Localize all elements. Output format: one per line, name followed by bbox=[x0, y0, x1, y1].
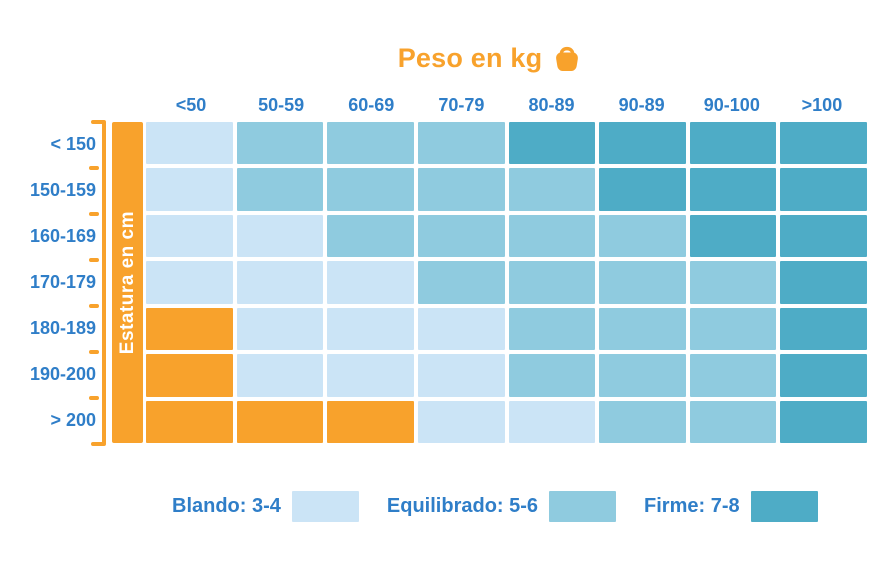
grid-cell bbox=[780, 122, 867, 165]
y-axis-label: 190-200 bbox=[29, 363, 96, 384]
grid-cell bbox=[236, 122, 324, 165]
legend-swatch bbox=[291, 490, 359, 522]
legend-label: Blando: 3-4 bbox=[172, 494, 281, 517]
y-axis-title-bar: Estatura en cm bbox=[112, 122, 143, 443]
grid-cell bbox=[236, 307, 324, 351]
grid-cell bbox=[327, 168, 414, 211]
grid-cell bbox=[417, 122, 505, 165]
grid-cell bbox=[327, 214, 414, 258]
y-axis-label: < 150 bbox=[50, 134, 96, 155]
grid-cell bbox=[689, 307, 777, 351]
legend-label: Equilibrado: 5-6 bbox=[386, 494, 539, 517]
grid-cell bbox=[146, 400, 233, 443]
grid-cell bbox=[599, 307, 686, 351]
x-axis-label: 90-100 bbox=[703, 94, 760, 115]
grid-cell bbox=[689, 168, 777, 211]
grid-cell bbox=[327, 261, 414, 304]
x-axis-label: <50 bbox=[175, 94, 207, 115]
grid-cell bbox=[599, 122, 686, 165]
grid-cell bbox=[780, 354, 867, 397]
grid-cell bbox=[689, 400, 777, 443]
legend-swatch bbox=[750, 490, 818, 522]
x-axis-labels: <50 50-59 60-69 70-79 80-89 90-89 90-100 >100 bbox=[146, 92, 867, 118]
grid-cell bbox=[508, 307, 596, 351]
x-axis-label: 60-69 bbox=[348, 94, 395, 115]
x-axis-label: 70-79 bbox=[438, 94, 485, 115]
grid-cell bbox=[780, 261, 867, 304]
grid-cell bbox=[689, 122, 777, 165]
legend-swatch bbox=[549, 490, 617, 522]
legend-label: Firme: 7-8 bbox=[644, 494, 740, 517]
grid-cell bbox=[146, 307, 233, 351]
grid-cell bbox=[236, 354, 324, 397]
grid-cell bbox=[417, 400, 505, 443]
grid-cell bbox=[689, 261, 777, 304]
x-axis-label: 50-59 bbox=[258, 94, 305, 115]
y-axis-title: Estatura en cm bbox=[116, 210, 138, 355]
grid-cell bbox=[236, 400, 324, 443]
chart-title-text: Peso en kg bbox=[397, 42, 543, 73]
x-axis-label: 90-89 bbox=[618, 94, 665, 115]
grid-cell bbox=[417, 261, 505, 304]
grid-cell bbox=[146, 261, 233, 304]
legend-item: Equilibrado: 5-6 bbox=[386, 490, 617, 522]
heatmap-grid bbox=[146, 122, 867, 443]
grid-cell bbox=[599, 214, 686, 258]
y-axis-label: 170-179 bbox=[29, 271, 96, 292]
grid-cell bbox=[508, 400, 596, 443]
grid-cell bbox=[508, 168, 596, 211]
legend-item: Blando: 3-4 bbox=[172, 490, 359, 522]
grid-cell bbox=[417, 307, 505, 351]
grid-cell bbox=[689, 354, 777, 397]
kettlebell-icon bbox=[552, 42, 582, 74]
grid-cell bbox=[780, 307, 867, 351]
grid-cell bbox=[780, 214, 867, 258]
grid-cell bbox=[417, 354, 505, 397]
y-axis-labels: < 150 150-159 160-169 170-179 180-189 190-200… bbox=[0, 122, 96, 443]
grid-cell bbox=[146, 354, 233, 397]
grid-cell bbox=[780, 168, 867, 211]
grid-cell bbox=[508, 261, 596, 304]
y-axis-label: 150-159 bbox=[29, 180, 96, 201]
grid-cell bbox=[146, 122, 233, 165]
grid-cell bbox=[236, 214, 324, 258]
y-axis-label: > 200 bbox=[50, 409, 96, 430]
grid-cell bbox=[599, 168, 686, 211]
grid-cell bbox=[508, 354, 596, 397]
grid-cell bbox=[689, 214, 777, 258]
grid-cell bbox=[327, 354, 414, 397]
chart-title: Peso en kg bbox=[112, 40, 868, 76]
grid-cell bbox=[417, 214, 505, 258]
x-axis-label: 80-89 bbox=[528, 94, 575, 115]
grid-cell bbox=[236, 168, 324, 211]
grid-cell bbox=[327, 400, 414, 443]
y-axis-bracket bbox=[88, 118, 110, 453]
grid-cell bbox=[599, 261, 686, 304]
legend: Blando: 3-4 Equilibrado: 5-6 Firme: 7-8 bbox=[172, 489, 818, 523]
grid-cell bbox=[780, 400, 867, 443]
grid-cell bbox=[146, 214, 233, 258]
grid-cell bbox=[417, 168, 505, 211]
grid-cell bbox=[146, 168, 233, 211]
grid-cell bbox=[508, 214, 596, 258]
y-axis-label: 160-169 bbox=[29, 226, 96, 247]
grid-cell bbox=[236, 261, 324, 304]
grid-cell bbox=[599, 354, 686, 397]
x-axis-label: >100 bbox=[801, 94, 843, 115]
grid-cell bbox=[327, 307, 414, 351]
grid-cell bbox=[327, 122, 414, 165]
grid-cell bbox=[508, 122, 596, 165]
legend-item: Firme: 7-8 bbox=[644, 490, 818, 522]
y-axis-label: 180-189 bbox=[29, 317, 96, 338]
grid-cell bbox=[599, 400, 686, 443]
